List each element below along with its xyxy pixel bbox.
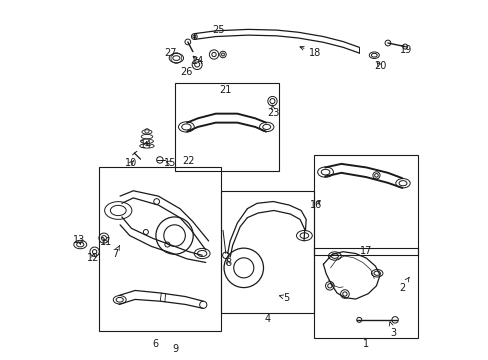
Bar: [314, 248, 418, 338]
Text: 2: 2: [398, 277, 408, 293]
Text: 23: 23: [267, 105, 280, 118]
Text: 17: 17: [359, 246, 371, 256]
Bar: [221, 191, 314, 313]
Text: 27: 27: [164, 48, 177, 58]
Text: 18: 18: [299, 46, 321, 58]
Text: 4: 4: [264, 314, 270, 324]
Text: 16: 16: [309, 200, 322, 210]
Text: 24: 24: [191, 55, 203, 66]
Text: 15: 15: [163, 158, 176, 168]
Text: 3: 3: [388, 322, 396, 338]
Text: 12: 12: [87, 253, 100, 263]
Text: 14: 14: [140, 140, 152, 150]
Text: 9: 9: [172, 344, 178, 354]
Text: 13: 13: [73, 235, 85, 245]
Text: 19: 19: [399, 45, 411, 55]
Text: 6: 6: [153, 339, 159, 349]
Bar: [174, 83, 278, 171]
Text: 1: 1: [363, 339, 369, 349]
Text: 8: 8: [224, 258, 231, 268]
Text: 11: 11: [100, 237, 112, 247]
Text: 26: 26: [180, 67, 192, 77]
Text: 22: 22: [183, 156, 195, 166]
Bar: [99, 167, 221, 330]
Text: 21: 21: [219, 85, 231, 95]
Text: 5: 5: [279, 293, 289, 303]
Text: 20: 20: [373, 61, 386, 71]
Text: 25: 25: [212, 25, 224, 35]
Text: 10: 10: [125, 158, 138, 168]
Text: 7: 7: [112, 246, 119, 258]
Bar: [314, 155, 418, 255]
